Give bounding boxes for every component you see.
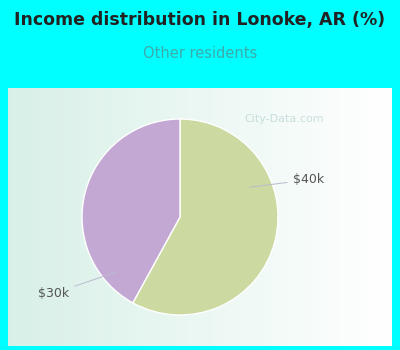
Text: Income distribution in Lonoke, AR (%): Income distribution in Lonoke, AR (%) bbox=[14, 10, 386, 28]
Text: $40k: $40k bbox=[249, 173, 324, 187]
Text: Other residents: Other residents bbox=[143, 46, 257, 61]
Text: $30k: $30k bbox=[38, 272, 117, 300]
Text: City-Data.com: City-Data.com bbox=[245, 114, 324, 124]
Wedge shape bbox=[133, 119, 278, 315]
Wedge shape bbox=[82, 119, 180, 303]
